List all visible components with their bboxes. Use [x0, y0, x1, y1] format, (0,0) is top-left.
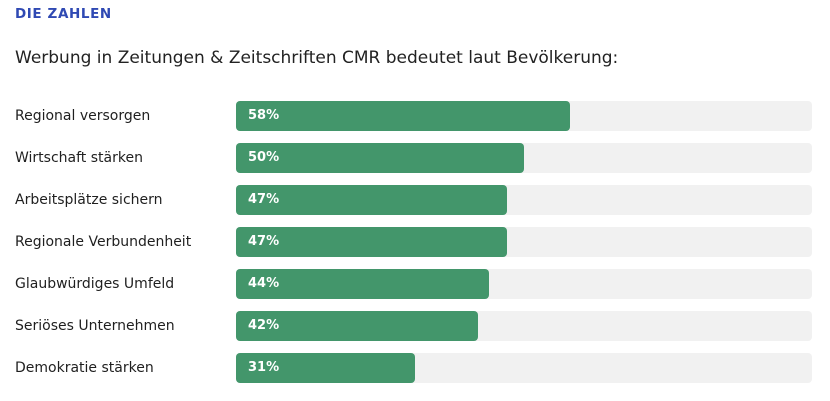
- bar-track: 58%: [236, 101, 812, 131]
- bar-value-label: 47%: [248, 234, 280, 249]
- bar: 31%: [236, 353, 415, 383]
- bar-value-label: 47%: [248, 192, 280, 207]
- bar: 47%: [236, 185, 507, 215]
- bar-track: 47%: [236, 185, 812, 215]
- bar-track: 47%: [236, 227, 812, 257]
- bar-value-label: 31%: [248, 360, 280, 375]
- bar-value-label: 44%: [248, 276, 280, 291]
- bar-track: 42%: [236, 311, 812, 341]
- bar-track: 44%: [236, 269, 812, 299]
- bar: 47%: [236, 227, 507, 257]
- category-label: Arbeitsplätze sichern: [15, 192, 163, 208]
- category-label: Glaubwürdiges Umfeld: [15, 276, 175, 292]
- category-label: Wirtschaft stärken: [15, 150, 143, 166]
- category-label: Regional versorgen: [15, 108, 151, 124]
- category-label: Regionale Verbundenheit: [15, 234, 192, 250]
- bar: 44%: [236, 269, 490, 299]
- category-label: Seriöses Unternehmen: [15, 318, 175, 334]
- chart-title: Werbung in Zeitungen & Zeitschriften CMR…: [15, 48, 619, 68]
- bar-track: 50%: [236, 143, 812, 173]
- category-label: Demokratie stärken: [15, 360, 154, 376]
- section-eyebrow: DIE ZAHLEN: [15, 6, 112, 22]
- bar: 58%: [236, 101, 571, 131]
- bar-value-label: 42%: [248, 318, 280, 333]
- bar: 42%: [236, 311, 478, 341]
- bar-track: 31%: [236, 353, 812, 383]
- bar-value-label: 58%: [248, 108, 280, 123]
- bar: 50%: [236, 143, 524, 173]
- bar-value-label: 50%: [248, 150, 280, 165]
